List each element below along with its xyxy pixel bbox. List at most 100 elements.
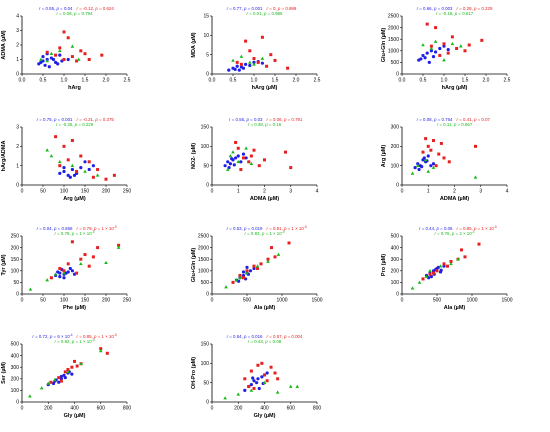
point-blue (227, 166, 231, 170)
point-blue (39, 60, 43, 64)
point-red (231, 280, 235, 284)
point-red (75, 169, 79, 173)
y-tick-label: 5 (206, 52, 209, 58)
y-tick-label: 100 (11, 269, 20, 275)
point-blue (426, 154, 430, 158)
point-blue (230, 157, 234, 161)
point-blue (68, 175, 72, 179)
point-green (224, 285, 228, 289)
x-tick-label: 250 (123, 189, 132, 195)
x-tick-label: 800 (313, 406, 322, 412)
point-red (480, 38, 484, 42)
point-red (247, 385, 251, 389)
point-blue (442, 264, 446, 268)
point-red (79, 49, 83, 53)
point-red (249, 154, 253, 158)
x-tick-label: 1500 (501, 298, 512, 304)
stat-green: r = 0.01, p = 0.985 (247, 11, 283, 16)
point-red (54, 53, 58, 57)
point-red (235, 60, 239, 64)
point-blue (421, 53, 425, 58)
x-axis-label: ADMA (µM) (440, 196, 469, 202)
scatter-panel-7: r = 0.04, p = 0.868 r = 0.79, p = 1 × 10-… (1, 225, 131, 311)
scatter-panel-1: r = 0.55, p = 0.04 r = -0.12, p = 0.624r … (1, 6, 131, 91)
point-green (473, 175, 478, 179)
x-tick-label: 600 (287, 406, 296, 412)
y-tick-label: 4 (16, 14, 19, 20)
point-green (116, 245, 121, 249)
x-tick-label: 0.5 (230, 78, 237, 84)
point-blue (431, 162, 436, 166)
point-red (63, 370, 67, 374)
point-green (228, 154, 233, 158)
point-red (239, 62, 243, 66)
point-red (260, 361, 264, 365)
stat-red: r = 0.85, p = 1 × 10-5 (77, 333, 117, 339)
point-red (99, 347, 103, 351)
stat-red: r = 0, p = 0.999 (267, 6, 297, 11)
point-blue (58, 53, 62, 57)
y-tick-label: 2500 (198, 234, 209, 240)
point-blue (239, 160, 243, 164)
point-blue (237, 68, 241, 72)
point-red (474, 144, 477, 148)
y-tick-label: 500 (11, 342, 20, 348)
point-blue (91, 164, 95, 168)
point-green (28, 394, 32, 398)
point-green (428, 268, 432, 273)
point-blue (62, 373, 66, 377)
point-red (463, 255, 467, 259)
point-blue (257, 386, 261, 391)
y-tick-label: 0 (396, 292, 399, 298)
y-axis-label: Tyr (µM) (1, 254, 7, 275)
point-green (79, 361, 83, 366)
x-axis-label: hArg (µM) (442, 85, 468, 91)
point-red (252, 57, 256, 61)
y-tick-label: 200 (11, 377, 20, 383)
stat-blue: r = 0.54, p = 0.016 (227, 334, 263, 339)
y-tick-label: 1000 (198, 269, 209, 275)
stat-green: r = 0.78, p = 1 × 10-5 (54, 230, 94, 236)
point-blue (429, 275, 433, 279)
point-blue (436, 265, 440, 269)
point-red (73, 359, 76, 363)
point-green (104, 260, 108, 264)
point-green (98, 349, 103, 353)
point-red (263, 158, 266, 162)
y-tick-label: 2000 (388, 25, 399, 31)
point-blue (66, 173, 70, 177)
y-tick-label: 100 (201, 361, 210, 367)
x-tick-label: 0.5 (420, 78, 427, 84)
x-axis-label: Gly (µM) (64, 413, 86, 419)
x-tick-label: 0 (21, 298, 24, 304)
point-red (447, 160, 451, 164)
point-green (236, 392, 241, 396)
point-blue (56, 270, 60, 274)
point-red (62, 269, 66, 273)
stat-blue: r = 0.44, p = 0.06 (419, 226, 453, 231)
x-tick-label: 2.0 (103, 78, 110, 84)
point-blue (251, 376, 255, 380)
point-red (252, 148, 256, 152)
point-blue (62, 166, 66, 170)
point-blue (241, 66, 246, 70)
y-tick-label: 2 (16, 144, 19, 150)
point-green (45, 278, 49, 282)
point-red (263, 373, 266, 377)
x-axis-label: hArg (68, 85, 81, 91)
x-tick-label: 2.5 (504, 78, 511, 84)
point-green (45, 59, 49, 63)
point-red (437, 152, 441, 156)
point-red (438, 53, 442, 57)
x-tick-label: 200 (44, 406, 53, 412)
x-axis-label: hArg (µM) (252, 85, 278, 91)
point-red (234, 140, 238, 144)
point-red (239, 168, 243, 172)
point-blue (256, 377, 260, 381)
y-axis-label: hArg/ADMA (1, 141, 7, 172)
y-tick-label: 0 (206, 292, 209, 298)
y-tick-label: 0 (16, 183, 19, 189)
x-tick-label: 200 (234, 406, 243, 412)
x-tick-label: 0 (401, 298, 404, 304)
y-tick-label: 3 (16, 125, 19, 131)
